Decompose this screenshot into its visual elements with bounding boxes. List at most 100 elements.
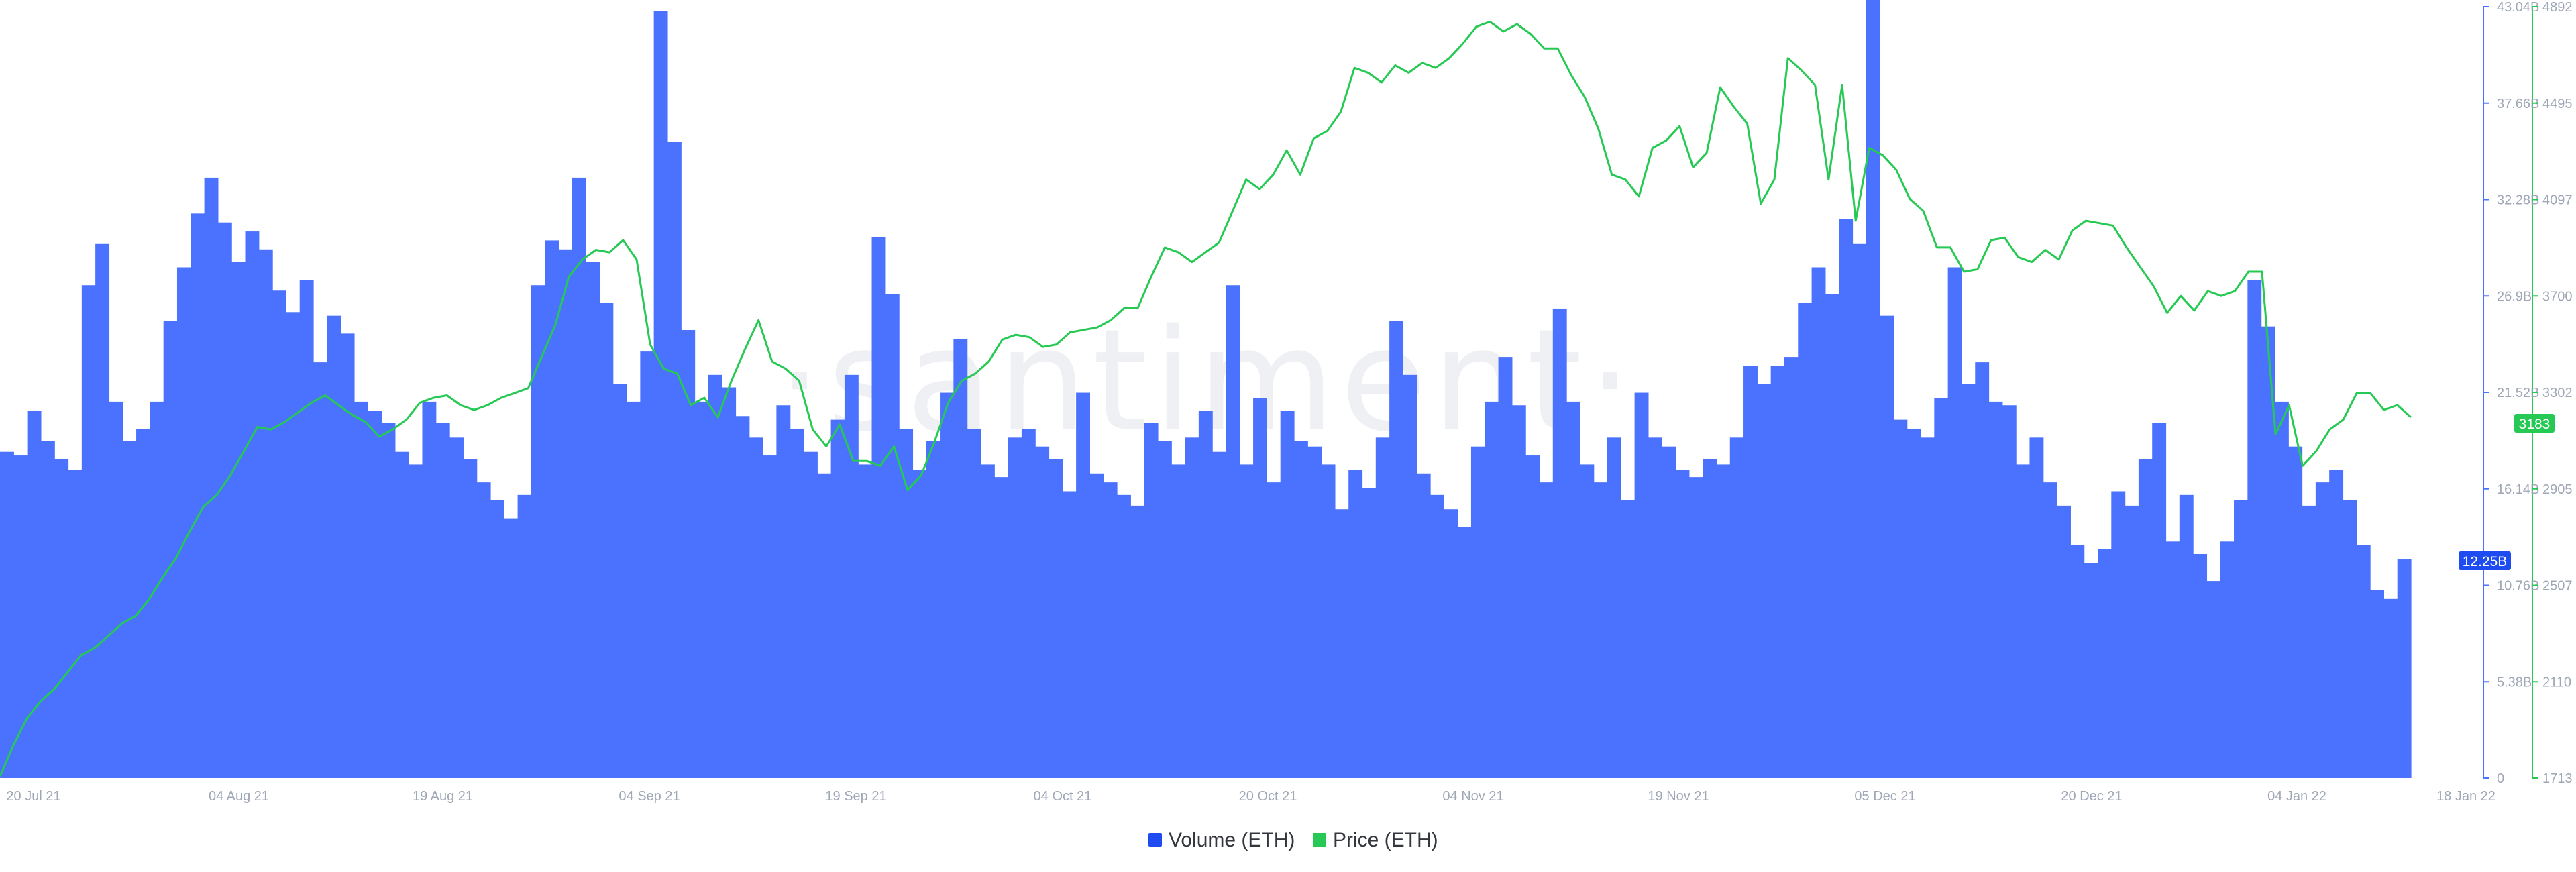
volume-bar [517, 494, 532, 778]
volume-bar [394, 451, 409, 778]
volume-bar [1021, 428, 1036, 778]
volume-bar [191, 213, 205, 779]
volume-bar [476, 482, 491, 778]
volume-bar [599, 303, 614, 778]
volume-bar [1062, 491, 1077, 778]
volume-bar [1171, 464, 1186, 778]
volume-bar [122, 441, 137, 778]
volume-bar [1852, 243, 1867, 778]
volume-bar [1212, 451, 1227, 778]
volume-bar [858, 464, 873, 778]
volume-bar [449, 437, 464, 778]
volume-bar [0, 451, 14, 778]
volume-tick-label: 32.28B [2497, 193, 2539, 208]
volume-bar [1103, 482, 1118, 778]
volume-bar [1470, 446, 1485, 778]
price-tick-label: 3700 [2542, 289, 2573, 304]
volume-bar [735, 416, 750, 778]
x-tick-label: 20 Dec 21 [2061, 789, 2122, 804]
volume-bar [1961, 384, 1976, 778]
volume-bar [1008, 437, 1022, 778]
volume-bar [1866, 0, 1880, 779]
volume-bar [1049, 459, 1063, 778]
volume-bar [1893, 419, 1908, 778]
x-tick-label: 04 Oct 21 [1034, 789, 1092, 804]
volume-bar [1621, 500, 1635, 778]
volume-bar [2193, 554, 2208, 778]
volume-bar [545, 240, 559, 778]
volume-bar [1293, 441, 1308, 778]
volume-axis: 0 5.38B 10.76B 16.14B 21.52B 26.9B 32.28B 37.66… [2483, 0, 2539, 786]
x-tick-label: 19 Aug 21 [413, 789, 473, 804]
volume-bar [586, 262, 600, 779]
volume-bar [1389, 321, 1404, 778]
volume-bar [95, 243, 110, 778]
volume-bar [871, 237, 886, 779]
volume-tick-label: 5.38B [2497, 675, 2532, 690]
price-line [0, 20, 2412, 777]
volume-bar [1634, 392, 1649, 778]
volume-bar [1226, 285, 1240, 779]
volume-tick-label: 26.9B [2497, 289, 2532, 304]
volume-bar [2370, 590, 2384, 778]
volume-bar [258, 249, 273, 778]
volume-bar [1457, 527, 1472, 778]
volume-bar [2138, 459, 2153, 778]
volume-bar [2302, 505, 2316, 778]
volume-tick-label: 21.52B [2497, 386, 2539, 400]
volume-bar [1253, 398, 1267, 778]
x-tick-label: 20 Oct 21 [1239, 789, 1297, 804]
volume-bar [1444, 509, 1458, 778]
price-current-label: 3183 [2519, 417, 2551, 432]
volume-bar [422, 401, 437, 778]
volume-bar [245, 231, 260, 778]
volume-bar [926, 441, 941, 778]
volume-bar [27, 411, 42, 778]
volume-bar [531, 285, 545, 779]
volume-bar [1580, 464, 1595, 778]
volume-bar [2288, 446, 2303, 778]
volume-bar [2111, 491, 2126, 778]
volume-bar [1811, 267, 1826, 778]
volume-current-badge: 12.25B [2459, 551, 2511, 570]
volume-bar [2097, 548, 2112, 778]
volume-bar [1662, 446, 1676, 778]
volume-bar [2165, 541, 2180, 778]
volume-bar [667, 142, 682, 778]
volume-bar [980, 464, 995, 778]
volume-bar [1839, 219, 1854, 778]
volume-bar [327, 315, 341, 778]
volume-bar [2002, 405, 2017, 778]
volume-bar [490, 500, 504, 778]
volume-bar [1375, 437, 1390, 778]
volume-bar [1566, 401, 1580, 778]
volume-bar [2343, 500, 2357, 778]
volume-bar [1593, 482, 1608, 778]
volume-current-label: 12.25B [2463, 554, 2508, 569]
volume-bar [2057, 505, 2071, 778]
volume-bar [1362, 488, 1377, 778]
volume-bar [763, 455, 777, 778]
volume-bar [885, 294, 900, 779]
volume-bar [1975, 362, 1990, 778]
volume-bar [1688, 477, 1703, 778]
volume-bar [694, 401, 709, 778]
legend-item-price[interactable]: Price (ETH) [1313, 829, 1438, 851]
volume-bar [1035, 446, 1050, 778]
price-tick-label: 2905 [2542, 482, 2573, 497]
legend-swatch-volume [1148, 833, 1162, 847]
volume-bar [368, 411, 382, 778]
x-axis: 20 Jul 21 04 Aug 21 19 Aug 21 04 Sep 21 19 S… [6, 789, 2496, 804]
legend-label-volume: Volume (ETH) [1169, 829, 1295, 851]
volume-bar [109, 401, 123, 778]
volume-bar [463, 459, 478, 778]
volume-bar [653, 11, 668, 778]
legend-item-volume[interactable]: Volume (ETH) [1148, 829, 1295, 851]
volume-bar [272, 290, 287, 779]
volume-bar [994, 477, 1009, 778]
x-tick-label: 19 Nov 21 [1648, 789, 1709, 804]
volume-bar [313, 362, 327, 778]
x-tick-label: 04 Aug 21 [209, 789, 269, 804]
volume-bar [1144, 423, 1159, 778]
volume-bar [1539, 482, 1554, 778]
